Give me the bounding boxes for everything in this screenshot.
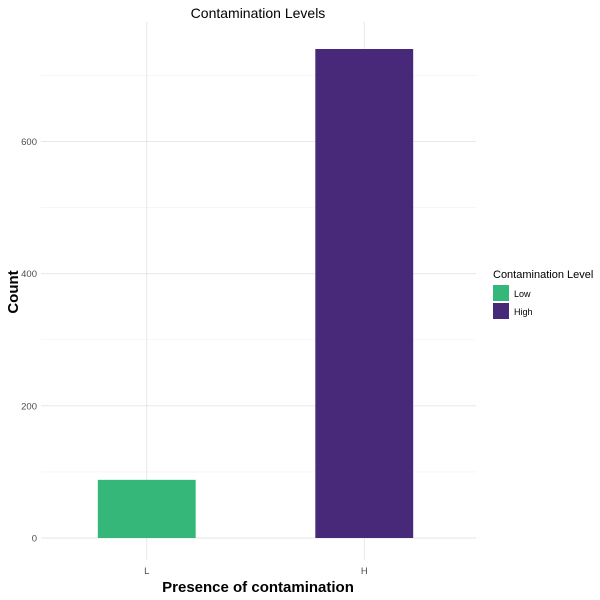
bar-H — [315, 49, 414, 538]
x-tick-label: H — [361, 566, 368, 577]
legend-title: Contamination Level — [493, 269, 593, 281]
bar-L — [97, 479, 196, 538]
chart-title: Contamination Levels — [191, 5, 326, 21]
legend-swatch-low — [493, 285, 509, 301]
y-tick-label: 200 — [21, 401, 37, 412]
bars — [97, 49, 414, 538]
legend: Contamination Level Low High — [493, 269, 593, 319]
legend-label-high: High — [514, 307, 533, 317]
y-tick-label: 600 — [21, 137, 37, 148]
y-tick-label: 400 — [21, 269, 37, 280]
legend-swatch-high — [493, 303, 509, 319]
x-axis-title: Presence of contamination — [162, 579, 354, 596]
legend-label-low: Low — [514, 289, 531, 299]
y-tick-label: 0 — [32, 534, 37, 545]
y-axis-title: Count — [5, 270, 22, 313]
y-axis-ticks: 0 200 400 600 — [21, 137, 37, 544]
x-tick-label: L — [144, 566, 149, 577]
